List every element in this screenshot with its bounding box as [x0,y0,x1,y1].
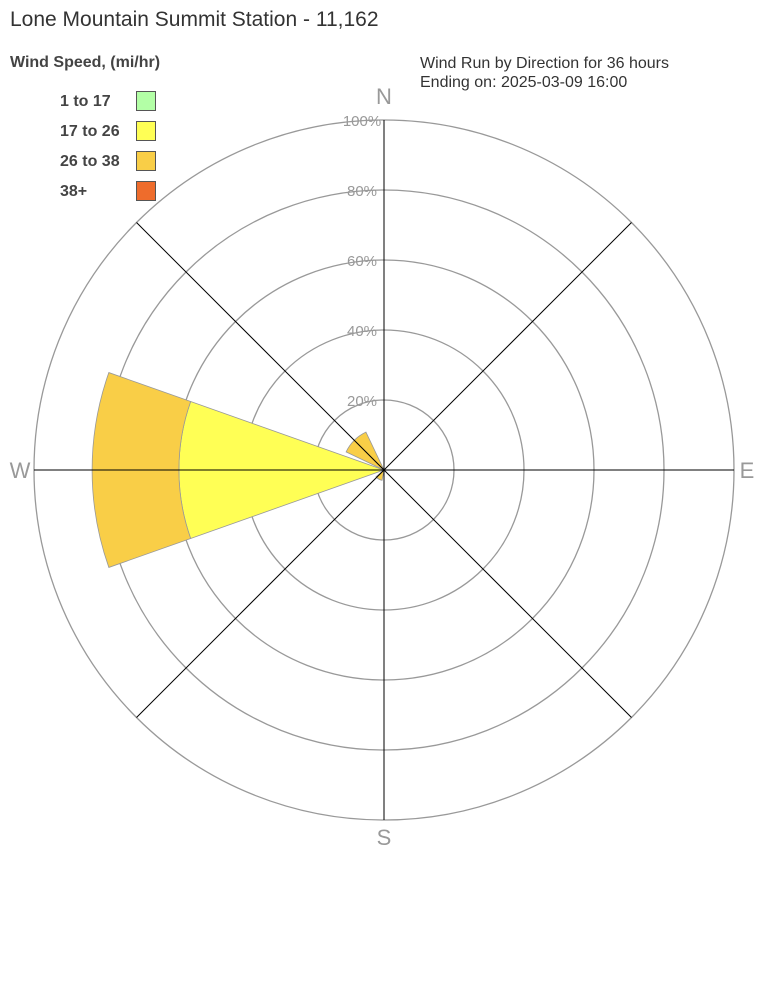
legend-label: 38+ [60,183,88,200]
legend-label: 1 to 17 [60,93,111,110]
legend-swatch [136,91,156,111]
legend-swatch [136,121,156,141]
chart-subtitle: Wind Run by Direction for 36 hours [420,55,669,72]
spoke-line [383,469,632,718]
legend-swatch [136,181,156,201]
legend-title: Wind Speed, (mi/hr) [10,54,161,71]
direction-label-n: N [376,84,392,109]
direction-label-e: E [740,458,755,483]
radial-tick-label: 80% [347,183,377,200]
spoke-line [136,222,385,471]
legend-label: 26 to 38 [60,153,120,170]
spoke-line [383,222,632,471]
radial-tick-label: 60% [347,253,377,270]
direction-label-s: S [377,825,392,850]
legend-label: 17 to 26 [60,123,120,140]
radial-tick-label: 100% [343,113,381,130]
radial-tick-label: 40% [347,323,377,340]
radial-tick-label: 20% [347,393,377,410]
chart-subtitle: Ending on: 2025-03-09 16:00 [420,74,628,91]
direction-label-w: W [10,458,31,483]
legend-swatch [136,151,156,171]
chart-title: Lone Mountain Summit Station - 11,162 [10,8,379,31]
spoke-line [136,469,385,718]
